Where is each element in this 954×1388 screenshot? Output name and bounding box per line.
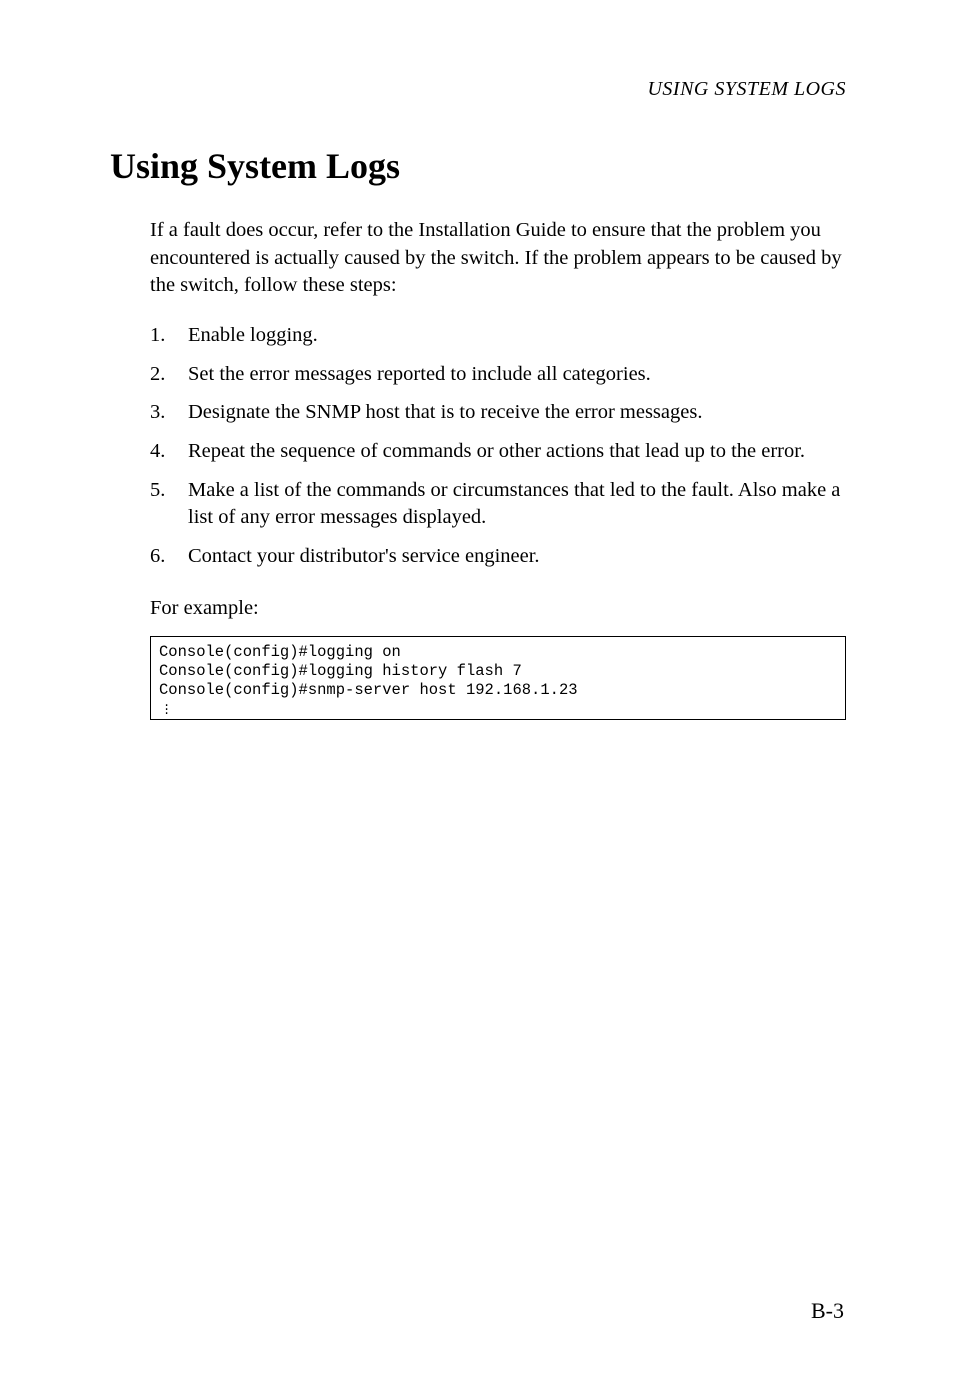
page-number: B-3 <box>811 1298 844 1324</box>
code-line: Console(config)#snmp-server host 192.168… <box>159 681 578 699</box>
steps-list: Enable logging. Set the error messages r… <box>150 322 846 571</box>
list-item: Repeat the sequence of commands or other… <box>150 438 846 466</box>
list-item: Make a list of the commands or circumsta… <box>150 477 846 532</box>
code-block: Console(config)#logging on Console(confi… <box>150 636 846 720</box>
list-item: Contact your distributor's service engin… <box>150 543 846 571</box>
code-line: Console(config)#logging on <box>159 643 401 661</box>
intro-paragraph: If a fault does occur, refer to the Inst… <box>150 217 846 300</box>
list-item: Designate the SNMP host that is to recei… <box>150 399 846 427</box>
list-item: Set the error messages reported to inclu… <box>150 361 846 389</box>
vertical-ellipsis-icon: . <box>159 709 837 713</box>
section-heading: Using System Logs <box>110 145 846 187</box>
code-line: Console(config)#logging history flash 7 <box>159 662 522 680</box>
running-header: USING SYSTEM LOGS <box>150 78 846 101</box>
page-container: USING SYSTEM LOGS Using System Logs If a… <box>0 0 954 720</box>
example-label: For example: <box>150 597 846 620</box>
list-item: Enable logging. <box>150 322 846 350</box>
